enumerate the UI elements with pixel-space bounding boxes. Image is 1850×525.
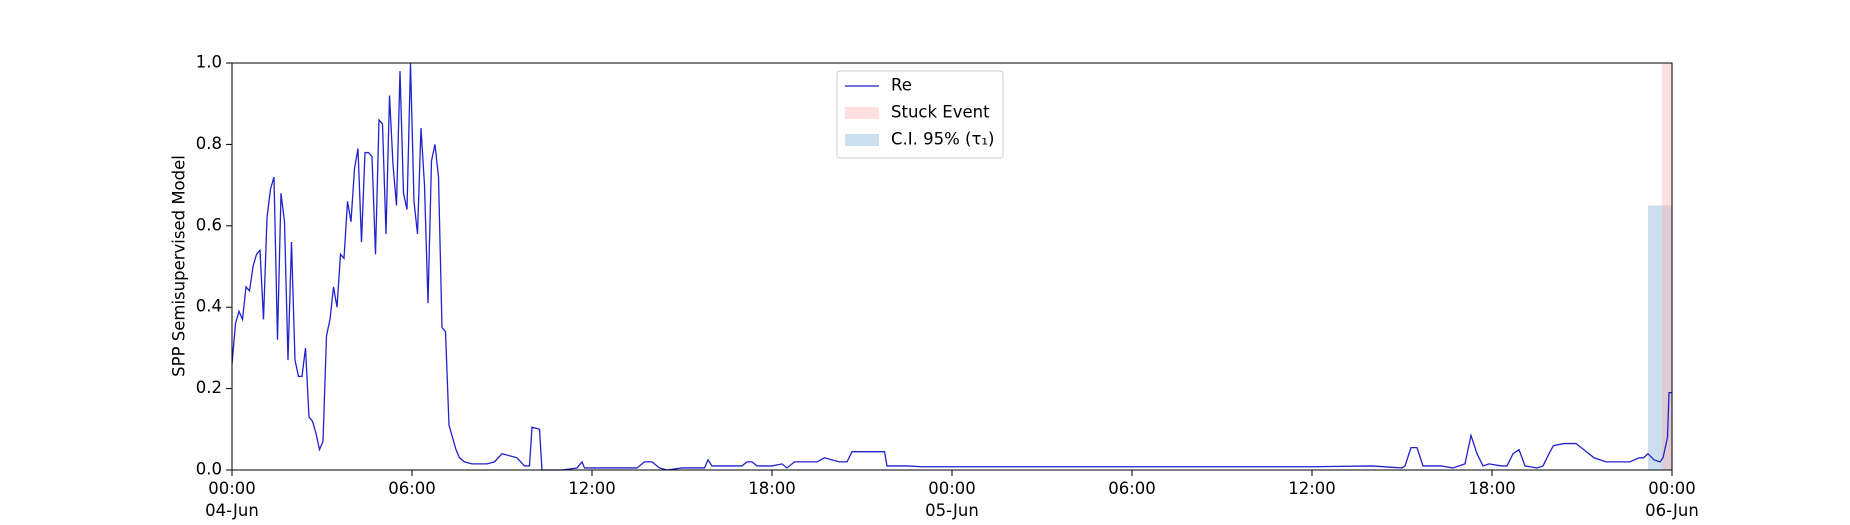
x-tick-label: 00:00 05-Jun <box>925 479 979 520</box>
legend-swatch <box>845 107 879 119</box>
y-tick-label: 0.2 <box>196 378 222 397</box>
x-tick-label: 18:00 <box>748 479 796 498</box>
legend: Re Stuck Event C.I. 95% (τ₁) <box>836 70 1004 159</box>
y-tick-label: 1.0 <box>196 53 222 72</box>
legend-label: C.I. 95% (τ₁) <box>891 130 994 149</box>
legend-label: Re <box>891 76 912 95</box>
y-tick-label: 0.4 <box>196 297 222 316</box>
y-axis-label: SPP Semisupervised Model <box>170 155 189 377</box>
data-line <box>231 62 1672 471</box>
y-tick-label: 0.0 <box>196 460 222 479</box>
y-tick-label: 0.8 <box>196 134 222 153</box>
stuck-event-band <box>1662 63 1672 470</box>
x-tick-label: 06:00 <box>1108 479 1156 498</box>
x-tick-label: 18:00 <box>1468 479 1516 498</box>
x-tick-label: 06:00 <box>388 479 436 498</box>
y-tick-label: 0.6 <box>196 215 222 234</box>
x-tick-label: 00:00 06-Jun <box>1645 479 1699 520</box>
x-tick-label: 00:00 04-Jun 1900 <box>205 479 259 525</box>
legend-label: Stuck Event <box>891 103 990 122</box>
legend-swatch <box>845 134 879 146</box>
legend-box <box>836 70 1004 159</box>
x-tick-label: 12:00 <box>1288 479 1336 498</box>
x-tick-label: 12:00 <box>568 479 616 498</box>
